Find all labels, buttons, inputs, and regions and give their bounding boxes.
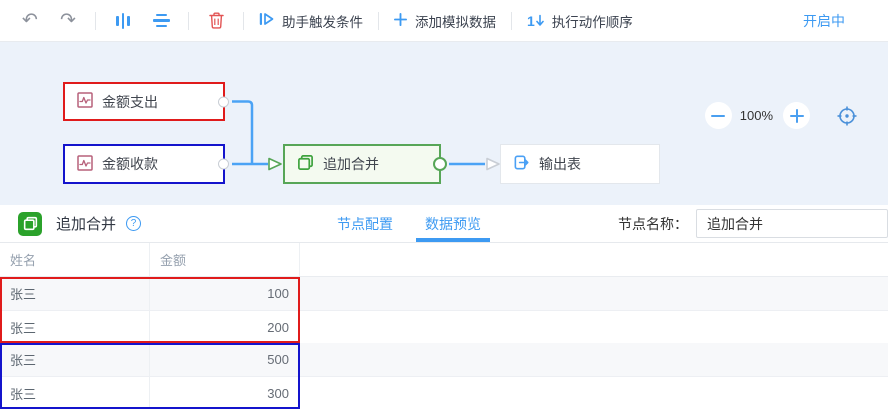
- output-port[interactable]: [218, 96, 229, 107]
- delete-icon[interactable]: [204, 9, 228, 33]
- zoom-level: 100%: [739, 108, 773, 123]
- cell-name: 张三: [0, 343, 150, 376]
- redo-icon[interactable]: ↷: [60, 9, 76, 31]
- plus-icon: [394, 12, 407, 29]
- divider: [378, 11, 379, 30]
- cell-amount: 500: [150, 343, 300, 376]
- node-amount-expense[interactable]: 金额支出: [63, 82, 229, 121]
- zoom-out-button[interactable]: [704, 102, 732, 129]
- output-port[interactable]: [218, 158, 229, 170]
- divider: [243, 11, 244, 30]
- zoom-controls: 100%: [704, 102, 858, 129]
- divider: [188, 11, 189, 30]
- status-enabled[interactable]: 开启中: [803, 12, 845, 29]
- panel-title: 追加合并: [56, 216, 117, 233]
- node-name-group: 节点名称：: [618, 205, 888, 242]
- node-output-table[interactable]: 输出表: [500, 144, 660, 184]
- align-vertical-icon[interactable]: [111, 9, 135, 33]
- cell-amount: 200: [150, 311, 300, 343]
- merge-icon: [297, 154, 314, 174]
- merge-node-badge-icon: [18, 211, 42, 236]
- table-header-row: 姓名 金额: [0, 243, 888, 277]
- column-header-amount: 金额: [150, 243, 300, 276]
- divider: [511, 11, 512, 30]
- divider: [95, 11, 96, 30]
- column-header-name: 姓名: [0, 243, 150, 276]
- add-mock-data-label: 添加模拟数据: [415, 14, 496, 30]
- cell-name: 张三: [0, 311, 150, 343]
- assistant-trigger-label: 助手触发条件: [282, 14, 363, 30]
- action-order-button[interactable]: 1 执行动作顺序: [527, 11, 633, 31]
- node-append-merge[interactable]: 追加合并: [283, 144, 447, 184]
- node-detail-panel-header: 追加合并 ? 节点配置 数据预览 节点名称：: [0, 205, 888, 243]
- cell-name: 张三: [0, 377, 150, 409]
- column-header-filler: [300, 243, 888, 276]
- dataset-icon: [77, 154, 93, 174]
- table-row: 张三 300: [0, 376, 888, 409]
- cell-name: 张三: [0, 277, 150, 310]
- table-row: 张三 100: [0, 277, 888, 310]
- panel-tabs: 节点配置 数据预览: [328, 205, 490, 242]
- tab-data-preview[interactable]: 数据预览: [416, 205, 490, 242]
- row-group-receipt: 张三 500 张三 300: [0, 343, 888, 409]
- help-icon[interactable]: ?: [126, 216, 142, 231]
- assistant-trigger-button[interactable]: 助手触发条件: [259, 11, 363, 31]
- align-horizontal-icon[interactable]: [149, 9, 173, 33]
- dataset-icon: [77, 92, 93, 111]
- table-row: 张三 500: [0, 343, 888, 376]
- table-row: 张三 200: [0, 310, 888, 343]
- fit-view-icon[interactable]: [836, 105, 858, 127]
- flow-canvas[interactable]: 金额支出 金额收款 追加合并 输出表: [0, 42, 888, 205]
- node-label: 金额支出: [102, 93, 158, 110]
- node-label: 输出表: [539, 156, 581, 172]
- node-name-input[interactable]: [696, 209, 888, 238]
- toolbar: ↶ ↷ 助手触发条件: [0, 0, 888, 42]
- cell-amount: 300: [150, 377, 300, 409]
- row-group-expense: 张三 100 张三 200: [0, 277, 888, 343]
- node-name-label: 节点名称：: [618, 215, 688, 232]
- output-port[interactable]: [433, 157, 447, 171]
- cell-amount: 100: [150, 277, 300, 310]
- zoom-in-button[interactable]: [783, 102, 810, 129]
- node-label: 金额收款: [102, 156, 158, 172]
- toolbar-left-group: ↶ ↷ 助手触发条件: [18, 9, 633, 33]
- export-icon: [513, 154, 530, 174]
- node-amount-receipt[interactable]: 金额收款: [63, 144, 229, 184]
- sort-order-icon: 1: [527, 13, 544, 29]
- input-arrow-output: [486, 157, 500, 171]
- node-label: 追加合并: [323, 156, 379, 172]
- add-mock-data-button[interactable]: 添加模拟数据: [394, 11, 496, 31]
- toolbar-right-group: 开启中: [803, 0, 845, 41]
- action-order-label: 执行动作顺序: [551, 14, 633, 30]
- undo-icon[interactable]: ↶: [22, 9, 38, 31]
- tab-node-config[interactable]: 节点配置: [337, 215, 393, 232]
- data-preview-table: 姓名 金额 张三 100 张三 200 张三 500 张三 300: [0, 243, 888, 409]
- input-arrow-merge: [268, 157, 282, 171]
- run-condition-icon: [259, 12, 274, 29]
